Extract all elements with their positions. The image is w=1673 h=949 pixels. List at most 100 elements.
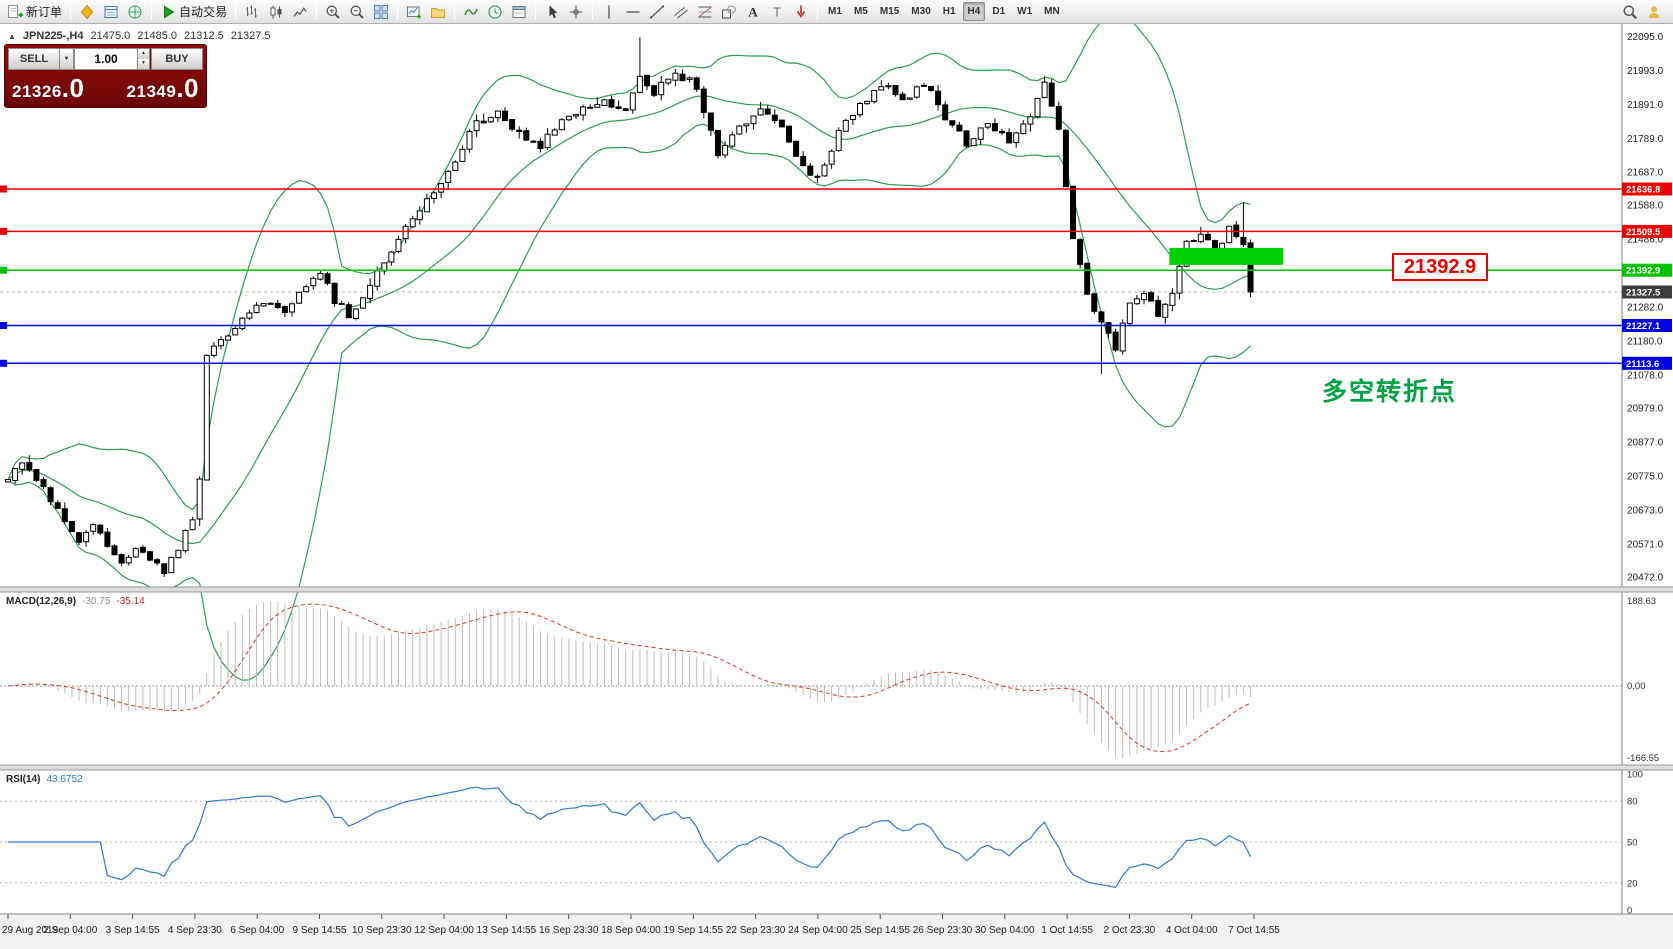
line-handle[interactable] bbox=[0, 322, 7, 329]
cursor-button[interactable] bbox=[540, 1, 564, 22]
svg-text:20877.0: 20877.0 bbox=[1627, 438, 1664, 449]
svg-text:30 Sep 04:00: 30 Sep 04:00 bbox=[975, 925, 1035, 936]
svg-text:100: 100 bbox=[1627, 770, 1643, 781]
svg-text:20979.0: 20979.0 bbox=[1627, 404, 1664, 415]
crosshair-icon bbox=[569, 5, 583, 18]
zoom-out-icon bbox=[350, 5, 364, 19]
price-callout-label[interactable]: 21392.9 bbox=[1392, 253, 1488, 281]
community-button[interactable] bbox=[1642, 1, 1666, 22]
search-button[interactable] bbox=[1618, 1, 1642, 22]
indicators-button[interactable] bbox=[459, 1, 483, 22]
trendline-button[interactable] bbox=[645, 1, 669, 22]
svg-text:21789.0: 21789.0 bbox=[1627, 134, 1664, 145]
svg-text:21078.0: 21078.0 bbox=[1627, 371, 1664, 382]
new-chart-button[interactable] bbox=[402, 1, 426, 22]
horizontal-line-button[interactable] bbox=[621, 1, 645, 22]
timeframe-w1-button[interactable]: W1 bbox=[1017, 6, 1033, 17]
zoom-out-button[interactable] bbox=[345, 1, 369, 22]
svg-text:21891.0: 21891.0 bbox=[1627, 100, 1664, 111]
zoom-in-button[interactable] bbox=[321, 1, 345, 22]
bar-chart-icon bbox=[246, 5, 258, 17]
svg-text:188.63: 188.63 bbox=[1627, 596, 1656, 607]
sell-dropdown-icon[interactable]: ▼ bbox=[60, 48, 74, 70]
timeframe-m1-button[interactable]: M1 bbox=[828, 6, 842, 17]
buy-button[interactable]: BUY bbox=[151, 48, 203, 70]
arrow-symbol-icon bbox=[796, 5, 806, 18]
templates-button[interactable] bbox=[507, 1, 531, 22]
turning-point-annotation[interactable]: 多空转折点 bbox=[1322, 378, 1458, 406]
symbol-period-label: JPN225-,H4 bbox=[22, 30, 84, 42]
one-click-trading-panel: SELL ▼ ▲ ▼ BUY 21326.0 21349.0 bbox=[4, 44, 207, 108]
volume-input[interactable] bbox=[75, 49, 137, 69]
new-order-button[interactable]: 新订单 bbox=[3, 1, 66, 22]
timeframe-h1-button[interactable]: H1 bbox=[942, 6, 956, 17]
data-window-button[interactable] bbox=[99, 1, 123, 22]
rsi-indicator-label: RSI(14) 43.6752 bbox=[6, 774, 83, 785]
text-t-icon: T bbox=[773, 4, 781, 19]
svg-text:18 Sep 04:00: 18 Sep 04:00 bbox=[601, 925, 661, 936]
text-button[interactable]: A bbox=[741, 1, 765, 22]
svg-text:13 Sep 14:55: 13 Sep 14:55 bbox=[477, 925, 537, 936]
ohlc-close: 21327.5 bbox=[230, 30, 271, 42]
market-watch-button[interactable] bbox=[75, 1, 99, 22]
svg-text:29 Aug 2019: 29 Aug 2019 bbox=[2, 925, 59, 936]
line-chart-icon bbox=[293, 6, 307, 17]
arrows-button[interactable] bbox=[789, 1, 813, 22]
shapes-button[interactable] bbox=[717, 1, 741, 22]
timeframe-m15-button[interactable]: M15 bbox=[879, 6, 900, 17]
bollinger-bands bbox=[7, 9, 1251, 681]
profiles-button[interactable] bbox=[426, 1, 450, 22]
sell-price[interactable]: 21326.0 bbox=[12, 73, 85, 103]
line-handle[interactable] bbox=[0, 266, 7, 274]
svg-text:2 Oct 23:30: 2 Oct 23:30 bbox=[1104, 925, 1156, 936]
timeframe-m5-button[interactable]: M5 bbox=[853, 6, 868, 17]
search-icon bbox=[1623, 5, 1637, 19]
vertical-line-button[interactable] bbox=[597, 1, 621, 22]
macd-histogram bbox=[14, 601, 1251, 758]
line-chart-button[interactable] bbox=[288, 1, 312, 22]
periods-button[interactable] bbox=[483, 1, 507, 22]
svg-text:21993.0: 21993.0 bbox=[1627, 66, 1664, 77]
line-handle[interactable] bbox=[0, 227, 7, 235]
volume-down-icon[interactable]: ▼ bbox=[138, 59, 149, 69]
line-handle[interactable] bbox=[0, 185, 7, 193]
cursor-icon bbox=[549, 5, 558, 18]
indicators-icon bbox=[464, 8, 478, 15]
svg-text:21327.5: 21327.5 bbox=[1626, 288, 1661, 299]
timeframe-h4-button[interactable]: H4 bbox=[962, 2, 986, 21]
data-window-icon bbox=[104, 5, 118, 18]
buy-price[interactable]: 21349.0 bbox=[126, 73, 199, 103]
toolbar-separator bbox=[235, 3, 237, 20]
chart-symbol-info: ▲ JPN225-,H4 21475.0 21485.0 21312.5 213… bbox=[8, 30, 271, 42]
line-handle[interactable] bbox=[0, 359, 7, 367]
ohlc-high: 21485.0 bbox=[137, 30, 177, 42]
text-label-button[interactable]: T bbox=[765, 1, 789, 22]
svg-text:1 Oct 14:55: 1 Oct 14:55 bbox=[1041, 925, 1093, 936]
timeframe-mn-button[interactable]: MN bbox=[1044, 6, 1060, 17]
collapse-panel-icon[interactable]: ▲ bbox=[8, 31, 16, 41]
svg-text:24 Sep 04:00: 24 Sep 04:00 bbox=[788, 925, 848, 936]
bar-chart-button[interactable] bbox=[240, 1, 264, 22]
volume-field: ▲ ▼ bbox=[74, 48, 150, 70]
toolbar-separator bbox=[592, 3, 594, 20]
fibonacci-button[interactable] bbox=[693, 1, 717, 22]
candlestick-chart-button[interactable] bbox=[264, 1, 288, 22]
volume-up-icon[interactable]: ▲ bbox=[138, 49, 149, 59]
svg-text:2 Sep 04:00: 2 Sep 04:00 bbox=[43, 925, 97, 936]
toolbar-separator bbox=[454, 3, 456, 20]
timeframe-d1-button[interactable]: D1 bbox=[992, 6, 1006, 17]
tile-windows-icon bbox=[374, 4, 389, 19]
crosshair-button[interactable] bbox=[564, 1, 588, 22]
equidistant-channel-button[interactable] bbox=[669, 1, 693, 22]
autotrading-button[interactable]: 自动交易 bbox=[156, 1, 231, 22]
tile-windows-button[interactable] bbox=[369, 1, 393, 22]
hline-icon bbox=[626, 10, 640, 13]
navigator-button[interactable] bbox=[123, 1, 147, 22]
svg-text:21113.6: 21113.6 bbox=[1626, 359, 1659, 370]
sell-button[interactable]: SELL bbox=[8, 48, 60, 70]
highlight-rectangle[interactable] bbox=[1169, 247, 1283, 265]
timeframe-m30-button[interactable]: M30 bbox=[911, 6, 931, 17]
community-icon bbox=[1648, 5, 1660, 18]
